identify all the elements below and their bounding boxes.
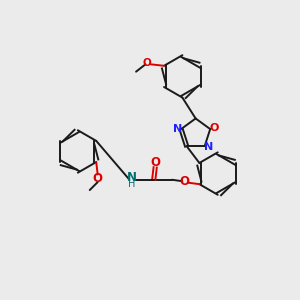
- Text: N: N: [127, 172, 136, 184]
- Text: N: N: [172, 124, 182, 134]
- Text: N: N: [203, 142, 213, 152]
- Text: H: H: [128, 178, 135, 189]
- Text: O: O: [93, 172, 103, 185]
- Text: O: O: [150, 157, 160, 169]
- Text: O: O: [209, 124, 218, 134]
- Text: O: O: [179, 175, 189, 188]
- Text: O: O: [142, 58, 151, 68]
